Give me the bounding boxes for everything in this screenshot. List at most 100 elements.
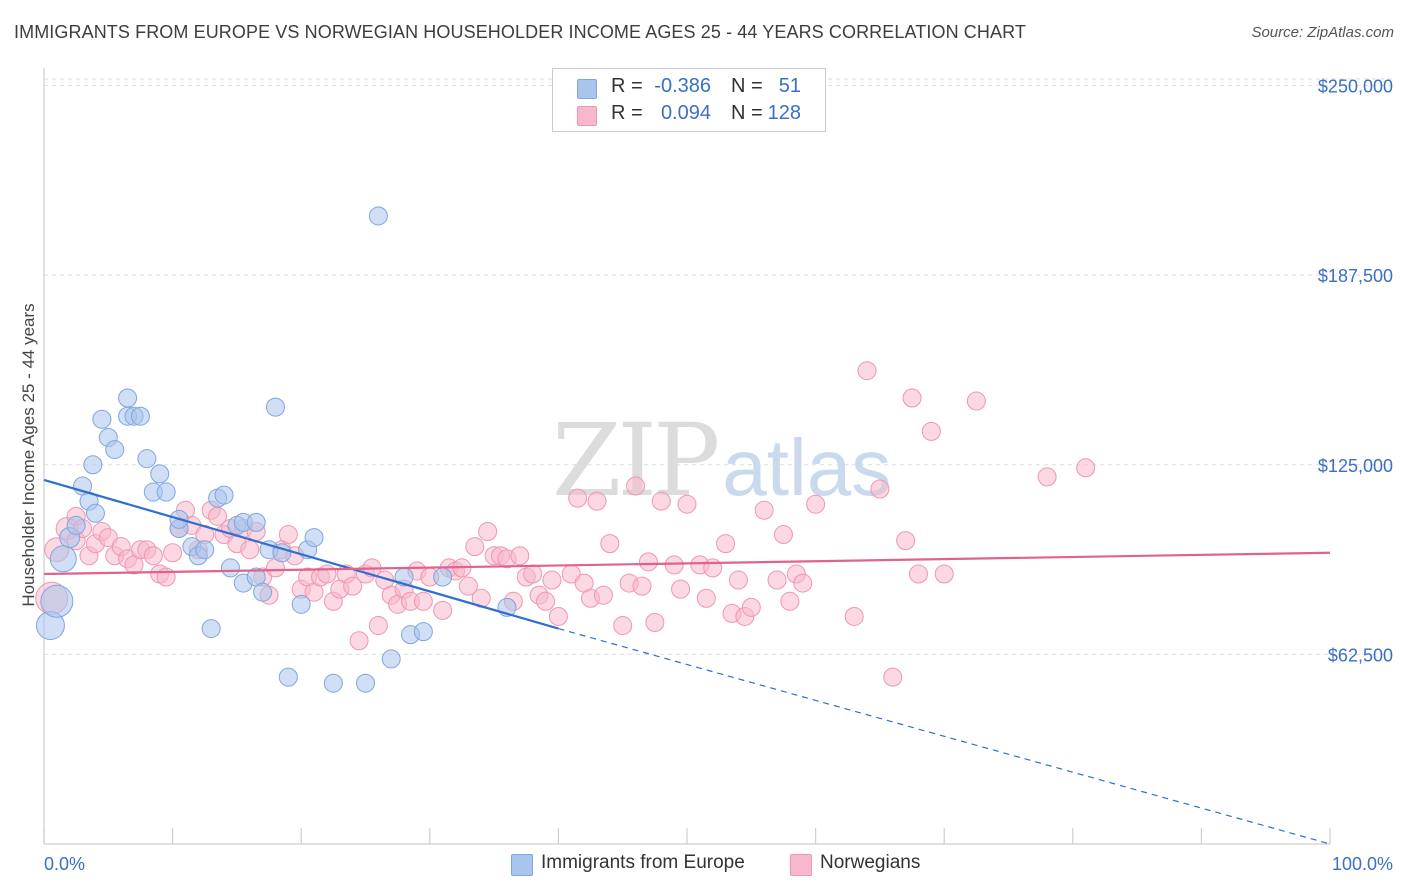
legend-swatch-immigrants: [511, 854, 533, 876]
norwegians-point: [143, 546, 163, 566]
norwegians-point: [156, 567, 176, 587]
r-value-norwegians: 0.094: [660, 102, 711, 124]
norwegians-point: [651, 491, 671, 511]
norwegians-point: [465, 537, 485, 557]
norwegians-point: [645, 613, 665, 633]
y-tick-label: $250,000: [1318, 77, 1393, 97]
y-tick-label: $187,500: [1318, 266, 1393, 286]
immigrants-point: [368, 206, 388, 226]
legend-label-immigrants: Immigrants from Europe: [541, 852, 745, 873]
immigrants-point: [137, 449, 157, 469]
norwegians-point: [278, 525, 298, 545]
norwegians-point: [870, 479, 890, 499]
norwegians-point: [478, 522, 498, 542]
n-label: N =: [731, 75, 763, 97]
immigrants-point: [413, 622, 433, 642]
norwegians-point: [600, 534, 620, 554]
norwegians-point: [716, 534, 736, 554]
norwegians-point: [728, 570, 748, 590]
source-credit: Source: ZipAtlas.com: [1251, 24, 1394, 41]
norwegians-point: [343, 576, 363, 596]
immigrants-point: [156, 482, 176, 502]
immigrants-point: [323, 673, 343, 693]
norwegians-point: [1076, 458, 1096, 478]
immigrants-point: [304, 528, 324, 548]
immigrants-point: [278, 667, 298, 687]
norwegians-trendline: [43, 551, 1331, 576]
immigrants-point: [40, 584, 74, 618]
norwegians-point: [664, 555, 684, 575]
immigrants-point: [356, 673, 375, 693]
chart-legend: Immigrants from Europe Norwegians: [0, 852, 1406, 878]
immigrants-point: [130, 406, 150, 426]
legend-swatch-norwegians: [790, 854, 812, 876]
norwegians-point: [163, 543, 183, 563]
immigrants-point: [201, 619, 221, 639]
norwegians-point: [934, 564, 954, 584]
norwegians-point: [523, 564, 543, 584]
norwegians-point: [542, 570, 562, 590]
trendlines: [43, 478, 1331, 845]
norwegians-point: [908, 564, 928, 584]
y-tick-label: $62,500: [1328, 645, 1393, 665]
x-tick-label-min: 0.0%: [44, 854, 85, 874]
norwegians-point: [317, 564, 337, 584]
norwegians-point: [536, 591, 556, 611]
norwegians-point: [671, 579, 691, 599]
norwegians-point: [349, 631, 369, 651]
axes: [43, 68, 1331, 845]
immigrants-point: [291, 594, 311, 614]
norwegians-point: [98, 528, 118, 548]
norwegians-point: [921, 421, 941, 441]
norwegians-point: [857, 361, 877, 381]
norwegians-point: [793, 573, 813, 593]
n-value-immigrants: 51: [778, 75, 801, 97]
immigrants-trendline: [43, 478, 559, 630]
x-tick-label-max: 100.0%: [1332, 854, 1393, 874]
n-value-norwegians: 128: [767, 102, 801, 124]
immigrants-point: [118, 388, 138, 408]
correlation-stats-box: R = -0.386 N = 51 R = 0.094 N = 128: [552, 68, 826, 132]
norwegians-point: [896, 531, 916, 551]
immigrants-swatch: [577, 79, 597, 99]
immigrants-point: [105, 440, 125, 460]
norwegians-swatch: [577, 106, 597, 126]
norwegians-point: [568, 488, 588, 508]
legend-label-norwegians: Norwegians: [820, 852, 921, 873]
immigrants-point: [381, 649, 401, 669]
immigrants-point: [246, 512, 266, 532]
immigrants-point: [195, 540, 215, 560]
immigrants-point: [150, 464, 170, 484]
norwegians-point: [696, 588, 716, 608]
norwegians-point: [806, 494, 826, 514]
norwegians-point: [703, 558, 723, 578]
norwegians-point: [613, 616, 633, 636]
norwegians-point: [883, 667, 903, 687]
r-label: R =: [611, 102, 643, 124]
norwegians-point: [773, 525, 793, 545]
norwegians-point: [240, 540, 260, 560]
norwegians-point: [638, 552, 658, 572]
immigrants-point: [253, 582, 273, 602]
tick-labels: $62,500 $125,000 $187,500 $250,000 0.0% 100.0…: [44, 77, 1393, 874]
immigrants-point: [265, 397, 285, 417]
immigrants-point: [66, 515, 86, 535]
norwegians-point: [780, 591, 800, 611]
norwegians-point: [626, 476, 646, 496]
y-axis-label: Householder Income Ages 25 - 44 years: [19, 303, 38, 606]
norwegians-point: [593, 585, 613, 605]
r-label: R =: [611, 75, 643, 97]
norwegians-point: [368, 616, 388, 636]
norwegians-point: [510, 546, 530, 566]
immigrants-trendline-extrapolated: [558, 628, 1331, 845]
norwegians-point: [767, 570, 787, 590]
norwegians-point: [902, 388, 922, 408]
norwegians-point: [413, 591, 433, 611]
norwegians-point: [458, 576, 478, 596]
immigrants-point: [83, 455, 103, 475]
norwegians-point: [844, 606, 864, 626]
immigrants-point: [214, 485, 234, 505]
y-tick-label: $125,000: [1318, 456, 1393, 476]
chart-title: IMMIGRANTS FROM EUROPE VS NORWEGIAN HOUS…: [14, 22, 1026, 42]
